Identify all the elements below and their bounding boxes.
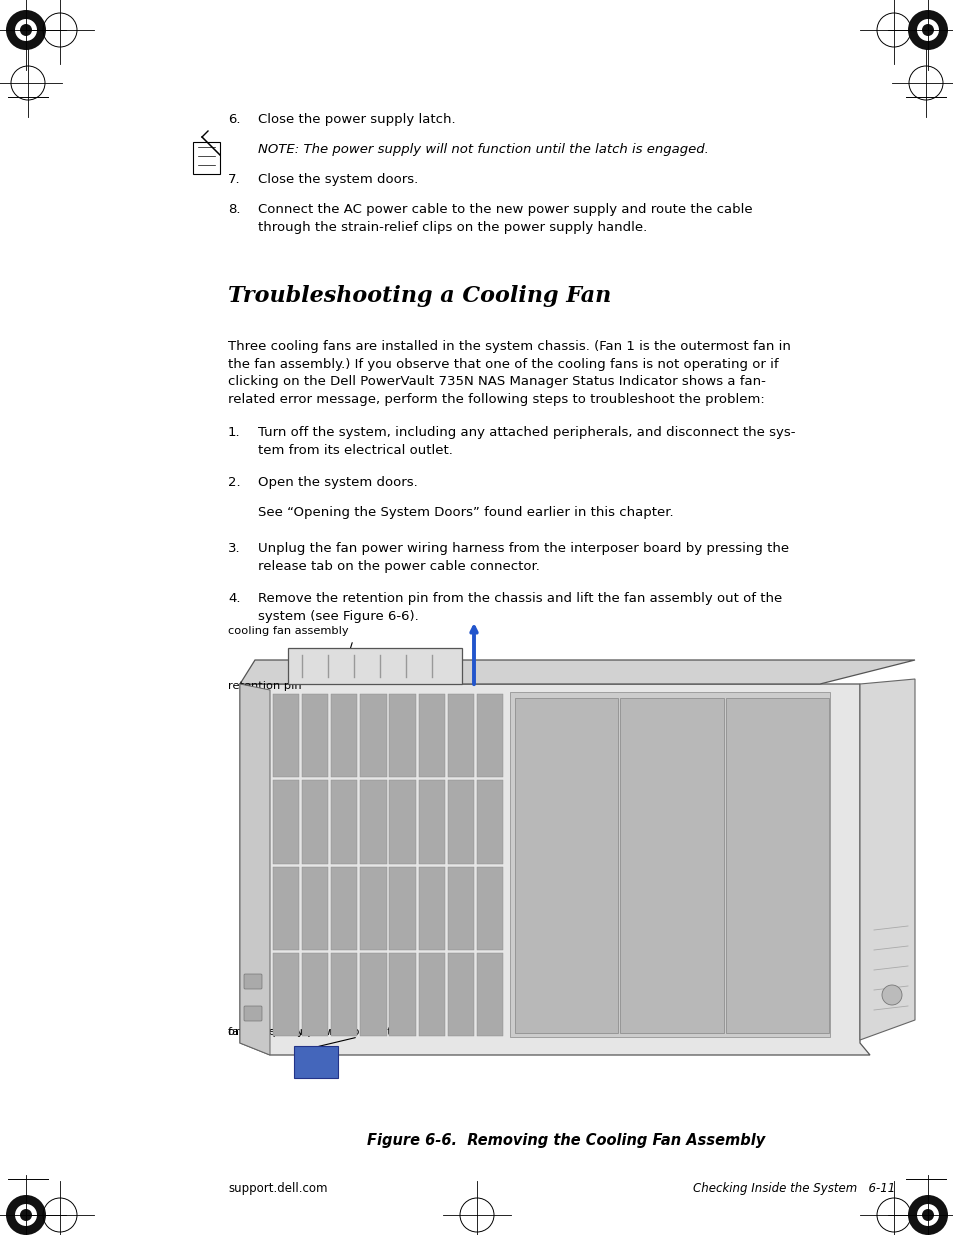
Text: retention pin: retention pin bbox=[228, 680, 301, 692]
Text: Checking Inside the System   6-11: Checking Inside the System 6-11 bbox=[692, 1182, 894, 1195]
Polygon shape bbox=[240, 684, 270, 1055]
Circle shape bbox=[916, 19, 938, 41]
Bar bbox=[418, 867, 444, 950]
Text: Unplug the fan power wiring harness from the interposer board by pressing the
re: Unplug the fan power wiring harness from… bbox=[257, 542, 788, 573]
Bar bbox=[418, 952, 444, 1036]
Text: on interposer board: on interposer board bbox=[228, 1015, 340, 1037]
Bar bbox=[389, 952, 416, 1036]
Text: fan assembly power connector: fan assembly power connector bbox=[228, 1028, 403, 1037]
Circle shape bbox=[921, 23, 933, 36]
Circle shape bbox=[907, 10, 947, 49]
Circle shape bbox=[921, 1209, 933, 1221]
Text: 2.: 2. bbox=[228, 475, 240, 489]
Bar bbox=[447, 781, 474, 863]
Bar bbox=[389, 867, 416, 950]
Text: cooling fan assembly: cooling fan assembly bbox=[228, 626, 348, 636]
Circle shape bbox=[916, 1204, 938, 1226]
Text: Close the power supply latch.: Close the power supply latch. bbox=[257, 112, 456, 126]
Bar bbox=[302, 694, 328, 777]
FancyBboxPatch shape bbox=[193, 142, 220, 174]
Circle shape bbox=[20, 1209, 32, 1221]
Circle shape bbox=[15, 19, 37, 41]
Bar bbox=[619, 698, 723, 1032]
Bar bbox=[273, 867, 299, 950]
Bar bbox=[273, 694, 299, 777]
Text: Troubleshooting a Cooling Fan: Troubleshooting a Cooling Fan bbox=[228, 285, 611, 308]
Text: 6.: 6. bbox=[228, 112, 240, 126]
Text: Figure 6-6.  Removing the Cooling Fan Assembly: Figure 6-6. Removing the Cooling Fan Ass… bbox=[367, 1132, 765, 1149]
Bar bbox=[360, 694, 386, 777]
Polygon shape bbox=[240, 659, 914, 684]
Bar bbox=[360, 781, 386, 863]
Bar bbox=[476, 867, 502, 950]
Bar bbox=[515, 698, 618, 1032]
Bar bbox=[418, 694, 444, 777]
Circle shape bbox=[6, 1195, 46, 1235]
Bar bbox=[447, 952, 474, 1036]
Bar bbox=[447, 694, 474, 777]
Text: Turn off the system, including any attached peripherals, and disconnect the sys-: Turn off the system, including any attac… bbox=[257, 426, 795, 457]
FancyBboxPatch shape bbox=[244, 1007, 262, 1021]
FancyBboxPatch shape bbox=[288, 648, 461, 684]
Text: NOTE: The power supply will not function until the latch is engaged.: NOTE: The power supply will not function… bbox=[257, 143, 708, 156]
Text: Remove the retention pin from the chassis and lift the fan assembly out of the
s: Remove the retention pin from the chassi… bbox=[257, 592, 781, 622]
Bar bbox=[510, 692, 829, 1037]
Bar bbox=[725, 698, 828, 1032]
FancyBboxPatch shape bbox=[244, 974, 262, 989]
Bar bbox=[302, 952, 328, 1036]
Text: Connect the AC power cable to the new power supply and route the cable
through t: Connect the AC power cable to the new po… bbox=[257, 203, 752, 233]
Circle shape bbox=[882, 986, 901, 1005]
Bar bbox=[331, 867, 357, 950]
Text: support.dell.com: support.dell.com bbox=[228, 1182, 327, 1195]
Circle shape bbox=[907, 1195, 947, 1235]
Text: 1.: 1. bbox=[228, 426, 240, 438]
Bar bbox=[273, 952, 299, 1036]
Text: Three cooling fans are installed in the system chassis. (Fan 1 is the outermost : Three cooling fans are installed in the … bbox=[228, 340, 790, 405]
Circle shape bbox=[15, 1204, 37, 1226]
Bar bbox=[331, 952, 357, 1036]
Bar bbox=[331, 781, 357, 863]
Bar bbox=[331, 694, 357, 777]
Circle shape bbox=[20, 23, 32, 36]
Bar bbox=[360, 867, 386, 950]
FancyBboxPatch shape bbox=[294, 1046, 337, 1078]
Bar bbox=[476, 694, 502, 777]
Circle shape bbox=[6, 10, 46, 49]
Bar bbox=[476, 952, 502, 1036]
Bar bbox=[302, 781, 328, 863]
Bar bbox=[273, 781, 299, 863]
Text: 8.: 8. bbox=[228, 203, 240, 216]
Text: See “Opening the System Doors” found earlier in this chapter.: See “Opening the System Doors” found ear… bbox=[257, 506, 673, 519]
Text: Open the system doors.: Open the system doors. bbox=[257, 475, 417, 489]
Bar bbox=[418, 781, 444, 863]
Text: 7.: 7. bbox=[228, 173, 240, 186]
Polygon shape bbox=[240, 684, 869, 1055]
Bar bbox=[360, 952, 386, 1036]
Text: Close the system doors.: Close the system doors. bbox=[257, 173, 417, 186]
Bar bbox=[302, 867, 328, 950]
Text: 3.: 3. bbox=[228, 542, 240, 555]
Text: 4.: 4. bbox=[228, 592, 240, 605]
Bar bbox=[447, 867, 474, 950]
Polygon shape bbox=[859, 679, 914, 1040]
Bar bbox=[476, 781, 502, 863]
Bar bbox=[389, 781, 416, 863]
Bar bbox=[389, 694, 416, 777]
